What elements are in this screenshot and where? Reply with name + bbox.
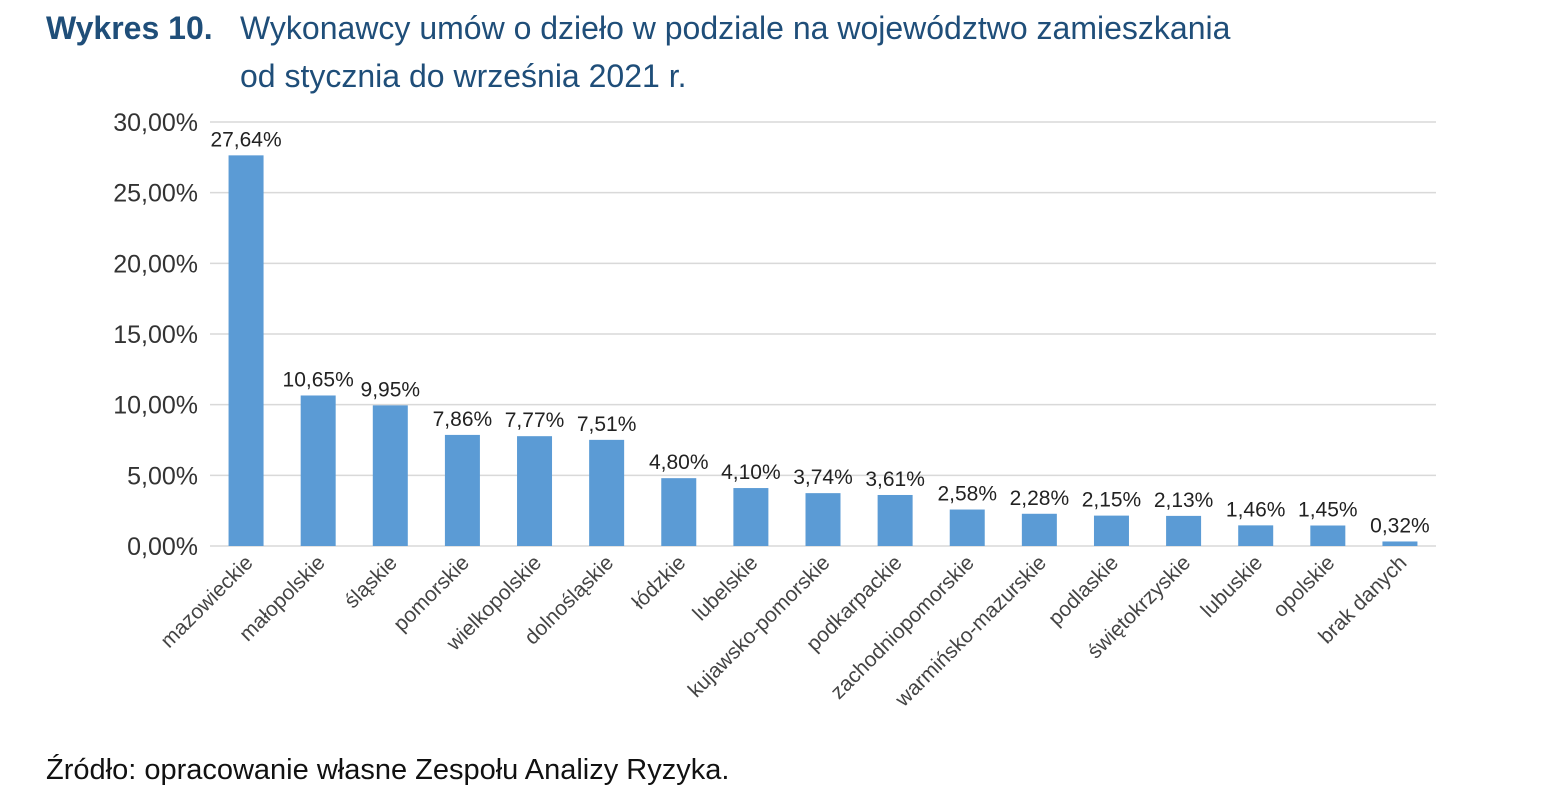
y-tick-label: 5,00% [127, 462, 198, 490]
data-label: 2,15% [1082, 489, 1142, 512]
data-label: 7,51% [577, 413, 637, 436]
bar [228, 155, 264, 546]
category-label: lubuskie [1196, 551, 1267, 622]
bar [877, 494, 913, 546]
bar [805, 493, 841, 546]
category-label: śląskie [340, 551, 402, 613]
bar [1382, 541, 1418, 546]
y-tick-label: 20,00% [113, 250, 198, 278]
y-tick-label: 25,00% [113, 180, 198, 208]
data-label: 0,32% [1370, 514, 1430, 537]
source-note: Źródło: opracowanie własne Zespołu Anali… [46, 754, 730, 786]
category-label: opolskie [1269, 551, 1340, 622]
y-tick-label: 30,00% [113, 109, 198, 137]
data-label: 4,10% [721, 461, 781, 484]
data-label: 3,74% [793, 466, 853, 489]
data-label: 10,65% [283, 368, 354, 391]
data-label: 3,61% [865, 468, 925, 491]
bar [1238, 525, 1274, 546]
data-label: 27,64% [210, 128, 281, 151]
bar [1093, 515, 1129, 546]
bar [589, 439, 625, 546]
data-label: 1,46% [1226, 498, 1286, 521]
data-label: 9,95% [361, 378, 421, 401]
bar [372, 405, 408, 546]
bar-chart: 0,00% 5,00% 10,00% 15,00% 20,00% 25,00% 30,00%… [113, 109, 1436, 712]
data-label: 2,13% [1154, 489, 1214, 512]
data-label: 4,80% [649, 451, 709, 474]
chart-number-label: Wykres 10. [46, 10, 213, 46]
bar [1166, 515, 1202, 546]
category-label: zachodniopomorskie [826, 551, 978, 703]
data-label: 2,58% [937, 483, 997, 506]
category-label: lubelskie [688, 551, 762, 625]
y-tick-label: 15,00% [113, 321, 198, 349]
y-tick-label: 0,00% [127, 533, 198, 561]
bar [733, 488, 769, 546]
bar [517, 436, 553, 546]
data-label: 1,45% [1298, 499, 1358, 522]
category-label: łódzkie [628, 551, 690, 613]
bar [1021, 513, 1057, 546]
data-label: 2,28% [1010, 487, 1070, 510]
chart-title: Wykres 10. Wykonawcy umów o dzieło w podz… [46, 4, 1526, 100]
y-tick-label: 10,00% [113, 392, 198, 420]
data-label: 7,77% [505, 409, 565, 432]
bar [661, 478, 697, 546]
chart-title-line-1: Wykonawcy umów o dzieło w podziale na wo… [240, 10, 1231, 46]
category-label: kujawsko-pomorskie [684, 551, 835, 702]
bar [444, 434, 480, 546]
data-label: 7,86% [433, 408, 493, 431]
bar [300, 395, 336, 546]
chart-title-line-2: od stycznia do września 2021 r. [240, 58, 687, 94]
bar [949, 509, 985, 546]
bar [1310, 525, 1346, 546]
